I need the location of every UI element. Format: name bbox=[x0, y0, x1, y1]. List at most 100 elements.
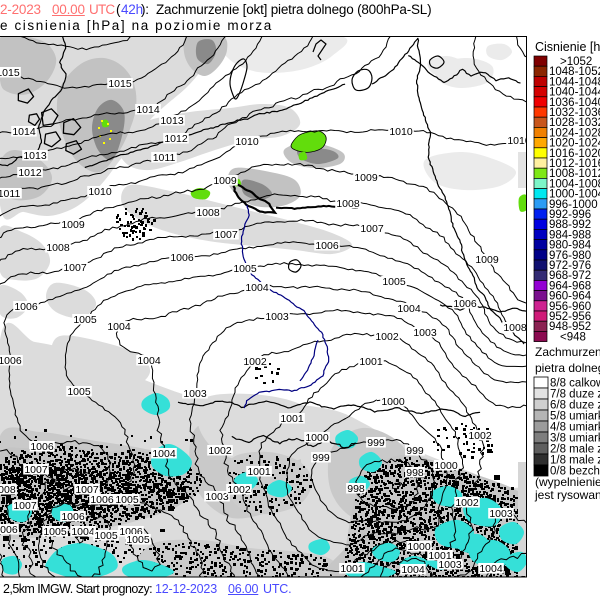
svg-text:3/8 umiarkow: 3/8 umiarkow bbox=[550, 433, 600, 445]
svg-text:1044-1048: 1044-1048 bbox=[549, 76, 600, 88]
svg-text:998: 998 bbox=[406, 467, 424, 479]
svg-text:1005: 1005 bbox=[115, 494, 139, 506]
svg-text:1015: 1015 bbox=[108, 78, 132, 90]
svg-text:1003: 1003 bbox=[489, 508, 513, 520]
svg-text:1010: 1010 bbox=[507, 135, 531, 147]
svg-text:1009: 1009 bbox=[213, 175, 237, 187]
svg-text:1008: 1008 bbox=[196, 207, 220, 219]
svg-text:1012: 1012 bbox=[164, 133, 188, 145]
svg-text:1004: 1004 bbox=[137, 355, 161, 367]
svg-text:1013: 1013 bbox=[160, 115, 184, 127]
svg-text:6/8 duze zach: 6/8 duze zach bbox=[550, 400, 600, 412]
svg-text:1006: 1006 bbox=[0, 355, 22, 367]
svg-text:1013: 1013 bbox=[23, 150, 47, 162]
svg-text:Zachmurzenie: Zachmurzenie bbox=[535, 345, 600, 359]
svg-text:(wypelnienie: (wypelnienie bbox=[535, 475, 600, 489]
svg-text:980-984: 980-984 bbox=[549, 240, 592, 252]
svg-text:968-972: 968-972 bbox=[549, 270, 591, 282]
svg-text:1010: 1010 bbox=[88, 186, 112, 198]
svg-text:999: 999 bbox=[312, 452, 330, 464]
svg-text:1004: 1004 bbox=[245, 282, 269, 294]
svg-text:1005: 1005 bbox=[126, 534, 150, 546]
svg-text:1000-1004: 1000-1004 bbox=[549, 189, 600, 201]
svg-text:988-992: 988-992 bbox=[549, 219, 591, 231]
svg-text:1007: 1007 bbox=[214, 229, 238, 241]
svg-text:1005: 1005 bbox=[382, 276, 406, 288]
svg-text:1005: 1005 bbox=[43, 526, 67, 538]
svg-text:8/8 calkowite: 8/8 calkowite bbox=[550, 378, 600, 390]
svg-text:1002: 1002 bbox=[375, 331, 399, 343]
svg-text:0/8 bezchmur: 0/8 bezchmur bbox=[550, 466, 600, 478]
svg-text:1000: 1000 bbox=[305, 432, 329, 444]
svg-text:1011: 1011 bbox=[153, 152, 176, 164]
svg-text:1006: 1006 bbox=[315, 240, 339, 252]
svg-text:1002: 1002 bbox=[208, 445, 232, 457]
svg-text:960-964: 960-964 bbox=[549, 291, 592, 303]
svg-text:Cisnienie [hPa]: Cisnienie [hPa] bbox=[535, 40, 600, 54]
svg-text:1001: 1001 bbox=[280, 413, 304, 425]
svg-text:972-976: 972-976 bbox=[549, 260, 591, 272]
svg-text:1012-1016: 1012-1016 bbox=[549, 158, 600, 170]
svg-text:1002: 1002 bbox=[455, 497, 479, 509]
svg-text:1048-1052: 1048-1052 bbox=[549, 66, 600, 78]
svg-text:1002: 1002 bbox=[468, 430, 492, 442]
svg-text:1011: 1011 bbox=[0, 188, 20, 200]
svg-text:1014: 1014 bbox=[136, 104, 160, 116]
svg-text:1006: 1006 bbox=[30, 441, 54, 453]
svg-text:956-960: 956-960 bbox=[549, 301, 591, 313]
svg-text:1040-1044: 1040-1044 bbox=[549, 87, 600, 99]
svg-text:1036-1040: 1036-1040 bbox=[549, 97, 600, 109]
svg-text:1000: 1000 bbox=[381, 396, 405, 408]
svg-text:1003: 1003 bbox=[183, 388, 207, 400]
svg-text:1007: 1007 bbox=[63, 262, 87, 274]
svg-text:948-952: 948-952 bbox=[549, 321, 591, 333]
svg-text:1002: 1002 bbox=[227, 484, 251, 496]
svg-text:1000: 1000 bbox=[407, 541, 431, 553]
svg-text:1001: 1001 bbox=[428, 550, 452, 562]
svg-text:1010: 1010 bbox=[235, 136, 259, 148]
svg-text:1010: 1010 bbox=[389, 126, 413, 138]
svg-text:4/8 umiarkow: 4/8 umiarkow bbox=[550, 422, 600, 434]
svg-text:1005: 1005 bbox=[233, 263, 257, 275]
svg-text:1009: 1009 bbox=[354, 172, 378, 184]
svg-text:1006: 1006 bbox=[0, 524, 18, 536]
svg-text:1024-1028: 1024-1028 bbox=[549, 127, 600, 139]
svg-text:1008: 1008 bbox=[46, 242, 70, 254]
svg-text:1005: 1005 bbox=[67, 386, 91, 398]
svg-text:1003: 1003 bbox=[438, 559, 462, 571]
svg-text:1003: 1003 bbox=[205, 491, 229, 503]
svg-text:1008-1012: 1008-1012 bbox=[549, 168, 600, 180]
svg-text:1001: 1001 bbox=[247, 466, 271, 478]
svg-text:1003: 1003 bbox=[265, 311, 289, 323]
svg-text:7/8 duze zach: 7/8 duze zach bbox=[550, 389, 600, 401]
svg-text:1004: 1004 bbox=[397, 303, 421, 315]
svg-text:1004: 1004 bbox=[401, 564, 425, 576]
svg-text:1008: 1008 bbox=[336, 198, 360, 210]
svg-text:998: 998 bbox=[347, 483, 365, 495]
svg-text:999: 999 bbox=[406, 445, 424, 457]
svg-text:1004: 1004 bbox=[479, 563, 503, 575]
svg-text:1008: 1008 bbox=[0, 484, 16, 496]
svg-text:1002: 1002 bbox=[243, 356, 267, 368]
svg-text:964-968: 964-968 bbox=[549, 280, 591, 292]
svg-text:1007: 1007 bbox=[13, 500, 37, 512]
svg-text:<948: <948 bbox=[560, 331, 586, 343]
svg-text:992-996: 992-996 bbox=[549, 209, 591, 221]
svg-text:1007: 1007 bbox=[75, 484, 99, 496]
svg-text:1001: 1001 bbox=[359, 356, 383, 368]
svg-text:1014: 1014 bbox=[12, 126, 36, 138]
svg-text:1007: 1007 bbox=[24, 464, 48, 476]
svg-text:1020-1024: 1020-1024 bbox=[549, 138, 600, 150]
svg-text:1006: 1006 bbox=[90, 494, 114, 506]
svg-text:1/8 male zach: 1/8 male zach bbox=[550, 455, 600, 467]
svg-text:1003: 1003 bbox=[413, 327, 437, 339]
svg-text:1004-1008: 1004-1008 bbox=[549, 178, 600, 190]
svg-text:1007: 1007 bbox=[360, 223, 384, 235]
svg-text:1006: 1006 bbox=[14, 301, 38, 313]
svg-text:1004: 1004 bbox=[71, 526, 95, 538]
svg-text:>1052: >1052 bbox=[560, 56, 592, 68]
svg-text:1000: 1000 bbox=[434, 460, 458, 472]
svg-text:1005: 1005 bbox=[94, 530, 118, 542]
svg-text:1009: 1009 bbox=[475, 254, 499, 266]
svg-text:1006: 1006 bbox=[170, 252, 194, 264]
